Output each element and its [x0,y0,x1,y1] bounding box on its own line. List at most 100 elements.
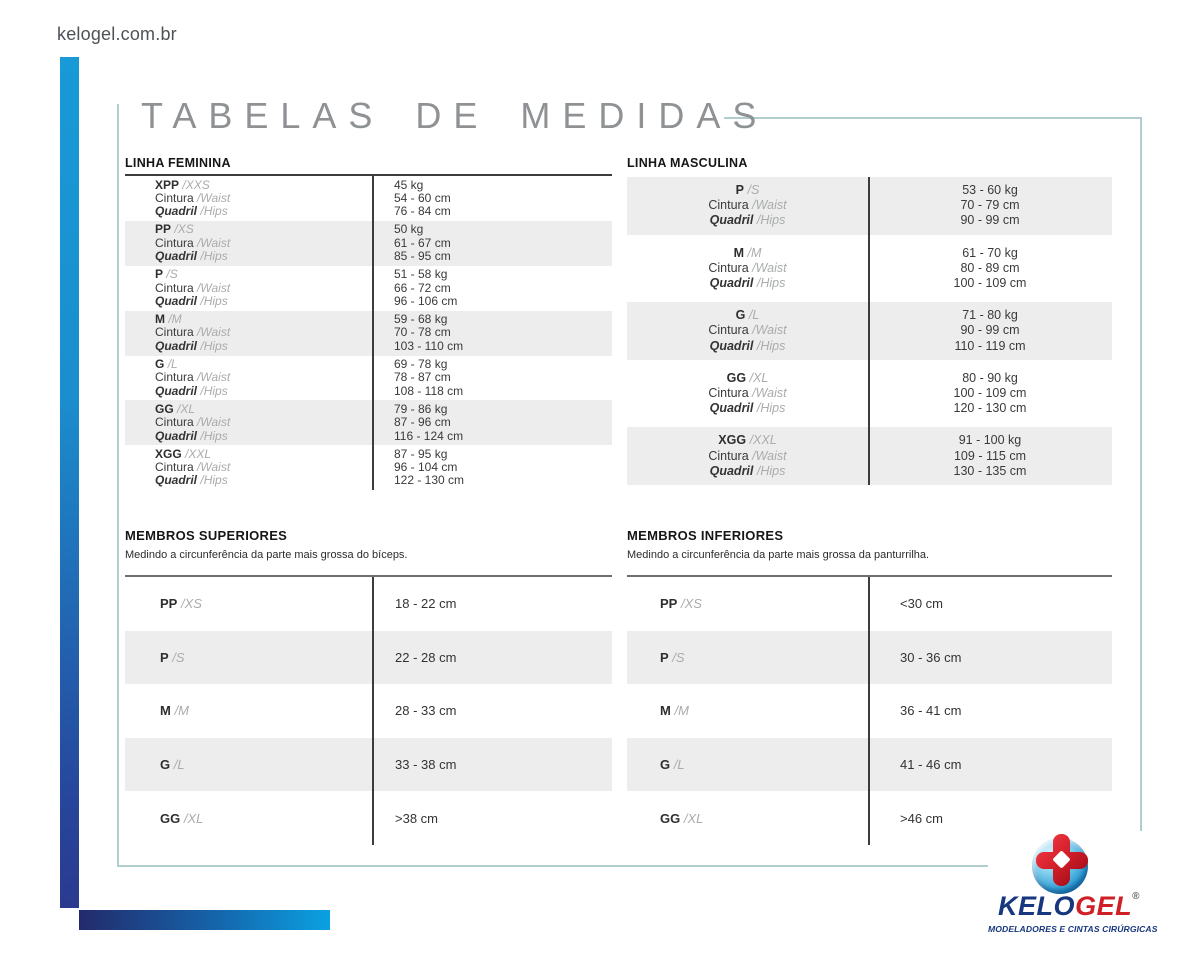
size-code-en: /M [674,703,689,719]
hips-label: Quadril [709,338,754,353]
waist-label: Cintura [155,235,194,250]
hips-value: 103 - 110 cm [394,338,464,353]
size-code-en: /L [167,357,178,372]
size-values-cell: 61 - 70 kg 80 - 89 cm 100 - 109 cm [868,246,1112,292]
hips-label-en: /Hips [200,473,228,488]
membros-inferiores-header: MEMBROS INFERIORES [627,528,784,543]
size-row: G /L Cintura /Waist Quadril /Hips 71 - 8… [627,302,1112,360]
weight-value: 87 - 95 kg [394,446,448,461]
size-code-en: /XXL [185,446,212,461]
size-code-en: /XL [183,810,204,826]
range-value: 28 - 33 cm [395,703,457,719]
size-label-cell: PP /XS [125,596,372,611]
logo-word-gel: GEL [1075,891,1133,921]
hips-label: Quadril [155,428,198,443]
size-label-cell: M /M Cintura /Waist Quadril /Hips [627,246,868,292]
waist-value: 109 - 115 cm [953,448,1027,463]
hips-value: 76 - 84 cm [394,204,451,219]
weight-value: 45 kg [394,177,424,192]
size-row: P /S 22 - 28 cm [125,630,612,685]
hips-label-en: /Hips [200,204,228,219]
size-label-cell: G /L Cintura /Waist Quadril /Hips [627,308,868,354]
size-label-cell: GG /XL Cintura /Waist Quadril /Hips [125,401,372,443]
weight-value: 51 - 58 kg [394,267,448,282]
hips-label: Quadril [155,248,198,263]
size-label-cell: P /S [627,650,868,665]
waist-label: Cintura [155,280,194,295]
size-values-cell: 69 - 78 kg 78 - 87 cm 108 - 118 cm [372,357,612,398]
size-values-cell: 71 - 80 kg 90 - 99 cm 110 - 119 cm [868,308,1112,354]
size-label-cell: G /L [125,757,372,772]
size-code-en: /XXS [182,177,210,192]
hips-label-en: /Hips [756,338,786,353]
weight-value: 91 - 100 kg [958,433,1022,448]
size-values-cell: 50 kg 61 - 67 cm 85 - 95 cm [372,223,612,263]
hips-label: Quadril [709,276,754,291]
waist-label: Cintura [155,460,194,475]
size-code-en: /XS [174,222,194,237]
size-code: M [160,703,171,719]
weight-value: 80 - 90 kg [962,370,1018,385]
size-code: GG [160,810,181,826]
size-label-cell: M /M [627,703,868,718]
size-label-cell: M /M Cintura /Waist Quadril /Hips [125,313,372,353]
size-code: PP [160,596,178,612]
size-code: GG [726,370,747,385]
range-value: 41 - 46 cm [900,757,962,773]
waist-label: Cintura [708,323,749,338]
hips-label: Quadril [155,383,198,398]
waist-value: 70 - 78 cm [394,325,451,340]
hips-value: 110 - 119 cm [954,338,1026,353]
weight-value: 59 - 68 kg [394,312,448,327]
waist-value: 90 - 99 cm [960,323,1020,338]
hips-label-en: /Hips [200,428,228,443]
size-values-cell: 53 - 60 kg 70 - 79 cm 90 - 99 cm [868,183,1112,229]
weight-value: 50 kg [394,222,424,237]
content-frame-border-top [724,117,1142,119]
waist-value: 54 - 60 cm [394,190,451,205]
page-title: TABELAS DE MEDIDAS [141,95,769,136]
weight-value: 53 - 60 kg [962,183,1018,197]
size-code-en: /XL [177,401,196,416]
size-code-en: /S [172,649,185,665]
size-code-en: /XXL [749,433,777,448]
size-code-en: /L [673,757,685,773]
range-value: 18 - 22 cm [395,596,457,612]
size-code-en: /XL [749,370,769,385]
size-label-cell: XGG /XXL Cintura /Waist Quadril /Hips [125,446,372,488]
hips-value: 130 - 135 cm [953,463,1027,478]
size-row: XPP /XXS Cintura /Waist Quadril /Hips 45… [125,176,612,221]
waist-label: Cintura [155,325,194,340]
waist-label: Cintura [708,448,749,463]
size-label-cell: GG /XL [627,811,868,826]
size-row: XGG /XXL Cintura /Waist Quadril /Hips 87… [125,445,612,490]
size-code: G [155,357,165,372]
size-row: P /S Cintura /Waist Quadril /Hips 53 - 6… [627,177,1112,235]
hips-label-en: /Hips [756,276,786,291]
linha-feminina-rows: XPP /XXS Cintura /Waist Quadril /Hips 45… [125,174,612,491]
size-label-cell: M /M [125,703,372,718]
size-row: M /M Cintura /Waist Quadril /Hips 59 - 6… [125,310,612,356]
hips-label-en: /Hips [200,293,228,308]
hips-label-en: /Hips [756,213,786,228]
waist-value: 87 - 96 cm [394,415,451,430]
size-code: M [155,312,165,327]
waist-value: 61 - 67 cm [394,235,451,250]
linha-masculina-rows: P /S Cintura /Waist Quadril /Hips 53 - 6… [627,177,1112,486]
size-row: M /M Cintura /Waist Quadril /Hips 61 - 7… [627,240,1112,298]
hips-value: 116 - 124 cm [394,428,464,443]
membros-superiores-header: MEMBROS SUPERIORES [125,528,288,543]
waist-value: 78 - 87 cm [394,370,451,385]
size-code: M [733,245,745,260]
registered-mark: ® [1132,891,1140,902]
content-frame-border-left [117,104,119,866]
size-code: P [155,267,164,282]
linha-masculina-header: LINHA MASCULINA [627,156,748,170]
size-row: GG /XL >38 cm [125,791,612,845]
waist-label-en: /Waist [752,260,787,275]
site-url: kelogel.com.br [57,24,177,44]
weight-value: 79 - 86 kg [394,401,448,416]
size-values-cell: 80 - 90 kg 100 - 109 cm 120 - 130 cm [868,371,1112,417]
bottom-accent-bar [79,910,330,930]
hips-value: 90 - 99 cm [960,213,1020,228]
